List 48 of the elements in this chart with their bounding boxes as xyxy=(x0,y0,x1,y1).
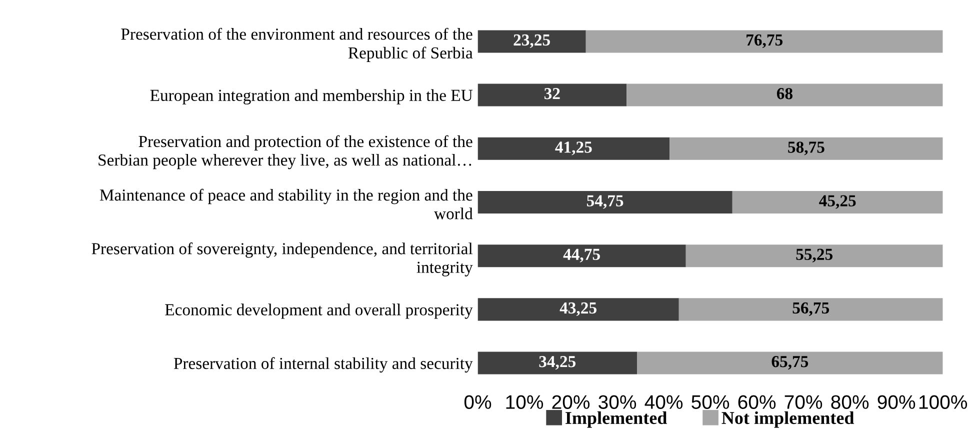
bar xyxy=(478,190,732,214)
legend-label: Implemented xyxy=(566,411,668,428)
bar xyxy=(637,352,943,374)
data-label: 58,75 xyxy=(788,142,824,156)
bar xyxy=(478,137,670,160)
bar xyxy=(732,190,943,214)
x-tick-label: 40% xyxy=(644,395,683,409)
data-label: 76,75 xyxy=(746,34,782,48)
x-tick-label: 20% xyxy=(552,395,590,409)
data-label: 41,25 xyxy=(555,142,592,156)
bar xyxy=(626,84,943,106)
y-tick-label: Preservation of sovereignty, independence, and territorial integrity xyxy=(92,242,473,276)
data-label: 23,25 xyxy=(514,34,550,48)
data-label: 56,75 xyxy=(792,302,830,316)
data-label: 45,25 xyxy=(819,195,856,209)
y-tick-label: Economic development and overall prosperity xyxy=(165,304,473,319)
legend-label: Not implemented xyxy=(722,411,854,428)
x-tick-label: 70% xyxy=(784,395,822,409)
bar xyxy=(686,244,943,268)
data-label: 44,75 xyxy=(563,248,600,262)
y-tick-label: Preservation of internal stability and security xyxy=(174,357,473,372)
x-tick-label: 0% xyxy=(464,395,492,409)
x-tick-label: 100% xyxy=(919,395,968,409)
x-tick-label: 60% xyxy=(738,395,776,409)
x-tick-label: 30% xyxy=(598,395,636,409)
y-tick-label: Preservation of the environment and resources of the Republic of Serbia xyxy=(121,28,473,62)
x-tick-label: 80% xyxy=(831,395,869,409)
bar xyxy=(478,30,586,53)
data-label: 34,25 xyxy=(539,356,576,370)
bar xyxy=(678,298,943,321)
data-label: 55,25 xyxy=(796,248,832,262)
x-tick-label: 90% xyxy=(878,395,916,409)
data-label: 43,25 xyxy=(560,302,596,316)
bar xyxy=(478,298,679,321)
bar xyxy=(586,30,943,53)
data-label: 68 xyxy=(776,88,792,100)
bar xyxy=(670,137,943,160)
y-tick-label: Preservation and protection of the existence of the Serbian people wherever they live, as well as national… xyxy=(98,135,472,170)
bar xyxy=(478,244,686,268)
bar xyxy=(478,352,638,374)
y-tick-label: European integration and membership in the EU xyxy=(150,89,473,104)
x-tick-label: 50% xyxy=(692,395,730,409)
y-tick-label: Maintenance of peace and stability in the region and the world xyxy=(100,188,473,220)
x-tick-label: 10% xyxy=(506,395,544,409)
bar xyxy=(478,84,627,106)
data-label: 54,75 xyxy=(586,195,624,209)
data-label: 32 xyxy=(544,88,560,100)
data-label: 65,75 xyxy=(772,356,808,370)
